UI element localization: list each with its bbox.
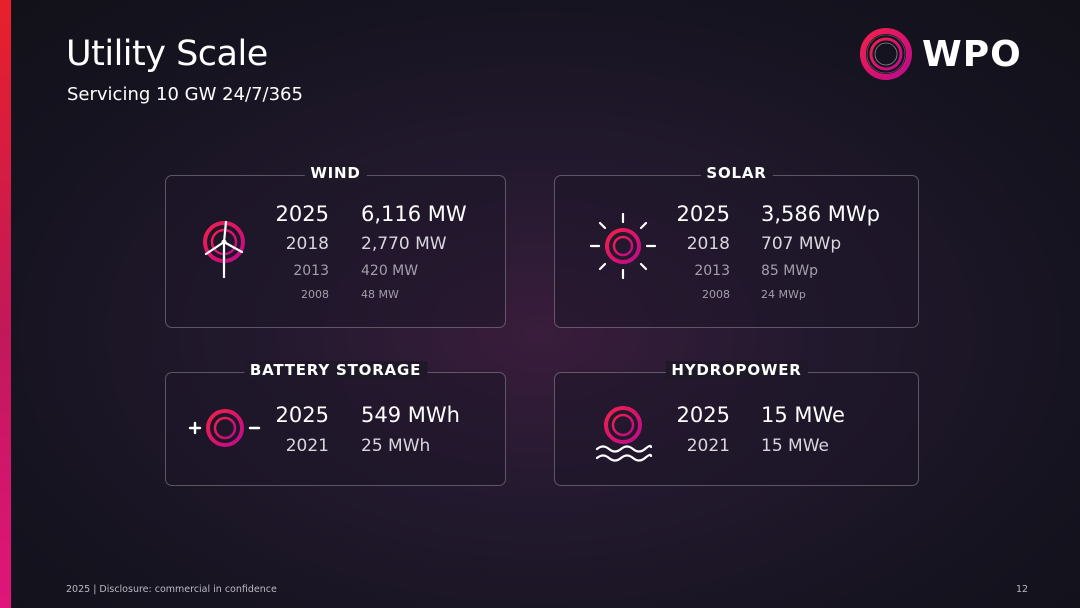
wind-turbine-icon bbox=[203, 220, 245, 278]
row-year: 2013 bbox=[293, 263, 329, 279]
water-wave-icon bbox=[595, 406, 653, 462]
page-title: Utility Scale bbox=[66, 34, 268, 74]
row-year: 2025 bbox=[275, 202, 329, 226]
wind-card: WIND 2025 6,116 MW 2018 2,770 MW 2013 42… bbox=[165, 164, 506, 328]
battery-icon bbox=[188, 409, 261, 447]
row-value: 6,116 MW bbox=[361, 202, 467, 226]
sun-icon bbox=[589, 212, 657, 280]
row-year: 2025 bbox=[676, 403, 730, 427]
row-year: 2008 bbox=[301, 288, 329, 301]
page-number: 12 bbox=[1016, 584, 1029, 595]
hydro-card-title: HYDROPOWER bbox=[665, 361, 808, 379]
row-year: 2025 bbox=[275, 403, 329, 427]
row-value: 420 MW bbox=[361, 263, 419, 279]
row-year: 2013 bbox=[694, 263, 730, 279]
page-subtitle: Servicing 10 GW 24/7/365 bbox=[67, 84, 303, 105]
accent-bar bbox=[0, 0, 11, 608]
wind-card-title: WIND bbox=[304, 164, 367, 182]
row-year: 2018 bbox=[686, 234, 730, 254]
row-year: 2018 bbox=[285, 234, 329, 254]
wpo-ring-icon bbox=[860, 28, 912, 80]
row-value: 15 MWe bbox=[761, 403, 845, 427]
row-year: 2025 bbox=[676, 202, 730, 226]
row-value: 48 MW bbox=[361, 288, 399, 301]
row-value: 25 MWh bbox=[361, 436, 431, 456]
row-year: 2021 bbox=[285, 436, 329, 456]
row-year: 2021 bbox=[686, 436, 730, 456]
row-value: 3,586 MWp bbox=[761, 202, 881, 226]
row-value: 24 MWp bbox=[761, 288, 806, 301]
wpo-logo: WPO bbox=[858, 26, 1033, 82]
row-value: 15 MWe bbox=[761, 436, 829, 456]
logo-text: WPO bbox=[922, 33, 1022, 75]
row-value: 549 MWh bbox=[361, 403, 460, 427]
battery-storage-card: BATTERY STORAGE 2025 549 MWh 2021 25 MWh bbox=[165, 361, 506, 486]
row-value: 707 MWp bbox=[761, 234, 842, 254]
row-year: 2008 bbox=[702, 288, 730, 301]
solar-card: SOLAR 2025 3,586 MWp 2018 707 MWp 2013 8… bbox=[554, 164, 919, 328]
battery-card-title: BATTERY STORAGE bbox=[243, 361, 428, 379]
hydropower-card: HYDROPOWER 2025 15 MWe 2021 15 MWe bbox=[554, 361, 919, 486]
solar-card-title: SOLAR bbox=[700, 164, 773, 182]
footer-disclosure: 2025 | Disclosure: commercial in confide… bbox=[66, 584, 277, 595]
row-value: 2,770 MW bbox=[361, 234, 447, 254]
row-value: 85 MWp bbox=[761, 263, 819, 279]
